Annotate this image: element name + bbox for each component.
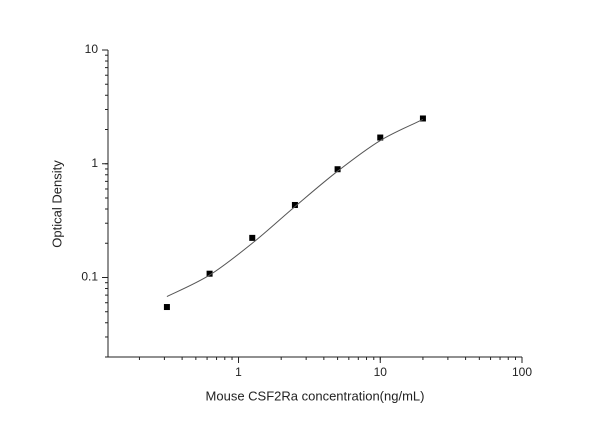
x-tick-label: 1 bbox=[235, 365, 242, 379]
data-point bbox=[249, 234, 256, 241]
y-tick-label: 10 bbox=[85, 42, 99, 56]
y-tick-label: 1 bbox=[91, 156, 98, 170]
data-point bbox=[377, 134, 384, 141]
data-point bbox=[419, 115, 426, 122]
y-axis-label: Optical Density bbox=[49, 160, 64, 248]
data-point bbox=[291, 201, 298, 208]
x-tick-label: 100 bbox=[512, 365, 532, 379]
data-point bbox=[206, 270, 213, 277]
data-point bbox=[334, 166, 341, 173]
data-point bbox=[163, 304, 170, 311]
y-tick-label: 0.1 bbox=[81, 270, 98, 284]
x-axis-label: Mouse CSF2Ra concentration(ng/mL) bbox=[206, 388, 425, 403]
fit-curve bbox=[166, 119, 424, 297]
x-tick-label: 10 bbox=[374, 365, 388, 379]
